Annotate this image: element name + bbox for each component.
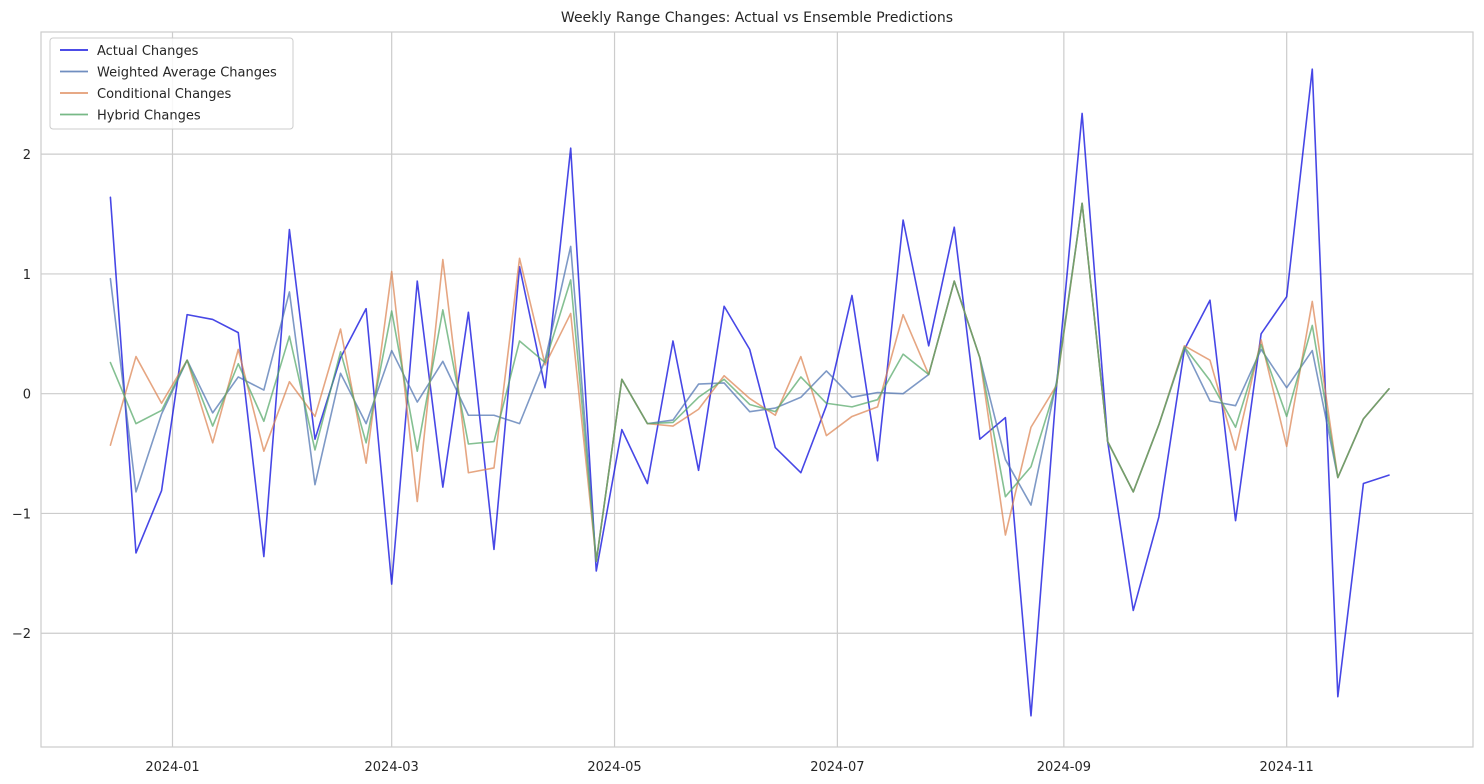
x-tick-label: 2024-11 [1260,760,1314,775]
y-tick-label: −2 [12,627,31,642]
x-axis-ticks: 2024-01 2024-03 2024-05 2024-07 2024-09 2024-… [145,760,1314,775]
x-tick-label: 2024-07 [810,760,864,775]
grid [41,32,1473,747]
y-axis-ticks: −2 −1 0 1 2 [12,148,31,642]
y-tick-label: −1 [12,507,31,522]
x-tick-label: 2024-05 [587,760,641,775]
series-line-2 [109,202,1390,563]
series-lines [109,68,1390,717]
legend-label: Hybrid Changes [97,109,201,124]
chart-title: Weekly Range Changes: Actual vs Ensemble… [561,10,953,26]
x-tick-label: 2024-01 [145,760,199,775]
legend-box [49,37,294,130]
legend-label: Weighted Average Changes [97,66,277,81]
legend-label: Actual Changes [97,44,199,59]
y-tick-label: 1 [23,268,31,283]
x-tick-label: 2024-09 [1037,760,1091,775]
x-tick-label: 2024-03 [365,760,419,775]
legend: Actual Changes Weighted Average Changes Co… [49,37,294,130]
series-line-4 [109,202,1390,563]
y-tick-label: 2 [23,148,31,163]
series-line-1 [109,68,1390,717]
plot-frame [40,31,1474,748]
legend-label: Conditional Changes [97,87,232,102]
y-tick-label: 0 [23,388,31,403]
